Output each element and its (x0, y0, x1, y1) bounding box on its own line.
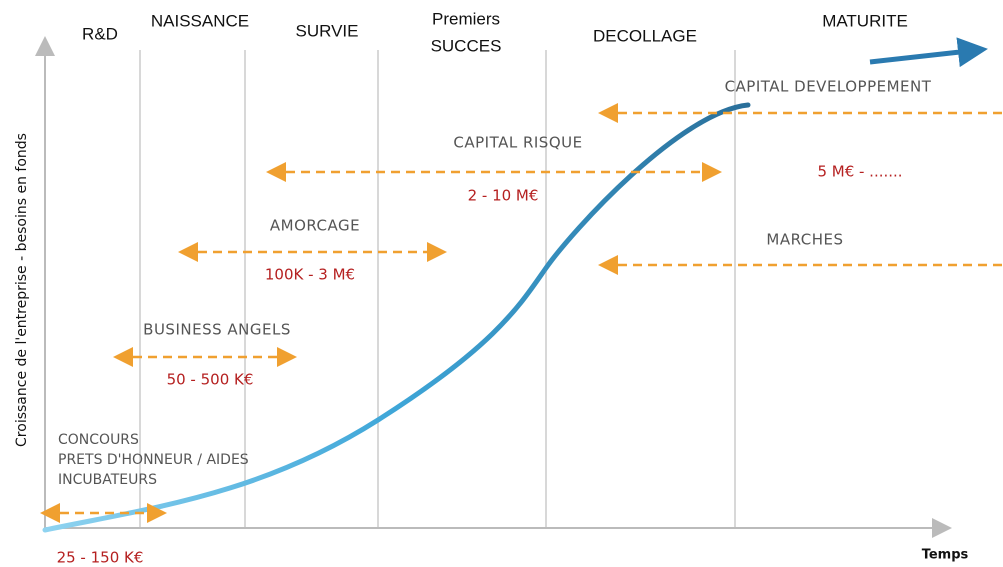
funding-amount: 100K - 3 M€ (265, 266, 355, 284)
phase: DECOLLAGE (593, 26, 697, 45)
funding-name: BUSINESS ANGELS (143, 321, 291, 339)
funding-amount: 5 M€ - ....... (817, 163, 902, 181)
funding-name: CAPITAL DEVELOPPEMENT (725, 78, 932, 96)
y-axis-label: Croissance de l'entreprise - besoins en … (14, 133, 30, 447)
funding-name: CAPITAL RISQUE (453, 134, 582, 152)
phase: Premiers (432, 9, 500, 28)
maturity-arrow (869, 37, 988, 68)
phase: SUCCES (431, 36, 502, 55)
funding-amount: 25 - 150 K€ (57, 549, 144, 567)
funding-name: PRETS D'HONNEUR / AIDES (58, 452, 249, 468)
phase: NAISSANCE (151, 11, 249, 30)
phase: MATURITE (822, 11, 908, 30)
funding-name: INCUBATEURS (58, 472, 157, 488)
separators (139, 50, 736, 528)
phase: R&D (82, 24, 118, 43)
x-axis-label: Temps (922, 548, 969, 563)
funding-amount: 2 - 10 M€ (468, 187, 539, 205)
funding-amount: 50 - 500 K€ (167, 371, 254, 389)
funding-name: AMORCAGE (270, 217, 360, 235)
funding-name: CONCOURS (58, 432, 139, 448)
funding-name: MARCHES (766, 231, 843, 249)
phase: SURVIE (296, 21, 359, 40)
